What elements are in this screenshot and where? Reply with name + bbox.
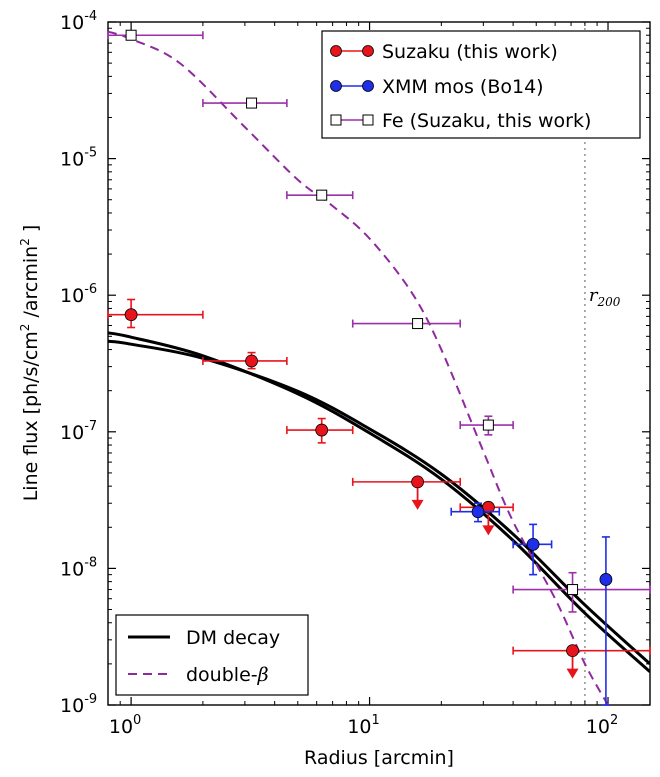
fe-point-marker — [316, 189, 328, 201]
fe-point-marker — [412, 318, 424, 330]
xmm-point-marker — [526, 537, 540, 551]
xmm-point-marker — [471, 505, 485, 519]
legend-lower-box — [115, 614, 309, 696]
fe-point — [459, 415, 514, 436]
y-tick-label: 10-4 — [60, 9, 97, 34]
dm-decay-curve — [108, 331, 650, 673]
xmm-point — [512, 523, 553, 576]
legend-fe-marker-left — [330, 114, 342, 126]
fe-point-marker — [482, 419, 494, 431]
legend-suzaku-marker-right — [362, 45, 374, 57]
suzaku-point — [512, 644, 651, 679]
xmm-point — [450, 502, 501, 523]
legend-suzaku-label: Suzaku (this work) — [382, 41, 558, 63]
fe-point — [512, 571, 651, 613]
fe-point — [286, 189, 354, 201]
y-tick-label: 10-7 — [60, 419, 97, 444]
data-points — [107, 29, 651, 706]
fe-point — [202, 97, 288, 109]
legend-dm-decay-label: DM decay — [186, 627, 280, 649]
y-tick-label: 10-9 — [60, 692, 97, 717]
double-beta-curve — [108, 30, 609, 705]
fe-point — [351, 318, 462, 330]
xmm-point — [599, 536, 613, 706]
suzaku-point-marker — [124, 308, 138, 322]
fe-point-marker — [246, 97, 258, 109]
suzaku-point-upper-limit-arrow — [566, 668, 579, 679]
x-axis-label: Radius [arcmin] — [304, 747, 454, 769]
suzaku-point-marker — [411, 475, 424, 489]
suzaku-point-upper-limit-arrow — [411, 499, 424, 510]
suzaku-point — [459, 500, 514, 536]
legend-entry-fe: Fe (Suzaku, this work) — [330, 110, 591, 132]
x-tick-label: 101 — [347, 713, 379, 738]
legend-double-beta-label: double-β — [186, 664, 269, 686]
fe-point — [107, 29, 204, 41]
y-tick-label: 10-5 — [60, 146, 97, 171]
legend-entry-dm-decay: DM decay — [128, 627, 280, 649]
legend-suzaku-marker-left — [330, 45, 342, 57]
legend-entry-xmm: XMM mos (Bo14) — [330, 76, 544, 98]
legend-xmm-label: XMM mos (Bo14) — [382, 76, 544, 98]
suzaku-point-marker — [566, 644, 579, 658]
suzaku-point — [286, 417, 354, 444]
suzaku-point — [107, 298, 204, 329]
fe-point-marker — [125, 29, 137, 41]
suzaku-point-marker — [245, 354, 258, 368]
x-tick-label: 102 — [586, 713, 618, 738]
legend-upper-box — [321, 30, 641, 139]
y-tick-label: 10-8 — [60, 555, 97, 580]
y-tick-label: 10-6 — [60, 282, 97, 307]
suzaku-point — [202, 351, 288, 370]
legend-upper: Suzaku (this work) XMM mos (Bo14) Fe (Su… — [321, 30, 641, 139]
legend-xmm-marker-left — [330, 80, 342, 92]
legend-fe-marker-right — [362, 114, 374, 126]
legend-fe-label: Fe (Suzaku, this work) — [382, 110, 591, 132]
legend-xmm-marker-right — [362, 80, 374, 92]
fe-point-marker — [567, 584, 579, 596]
suzaku-point — [351, 475, 462, 510]
legend-entry-suzaku: Suzaku (this work) — [330, 41, 558, 63]
suzaku-point-marker — [315, 423, 329, 437]
dm-decay-curve — [108, 339, 650, 665]
axis-ticks: 100 101 102 10-9 10-8 10-7 10-6 10-5 10-4 — [60, 9, 650, 738]
suzaku-point-upper-limit-arrow — [482, 525, 495, 536]
legend-lower: DM decay double-β — [115, 614, 309, 696]
x-tick-label: 100 — [109, 713, 141, 738]
model-curves — [108, 30, 650, 705]
r200-label: r200 — [589, 285, 621, 309]
legend-entry-double-beta: double-β — [128, 664, 269, 686]
y-axis-label: Line flux [ph/s/cm2 /arcmin2 ] — [18, 225, 42, 502]
xmm-point-marker — [599, 573, 613, 586]
